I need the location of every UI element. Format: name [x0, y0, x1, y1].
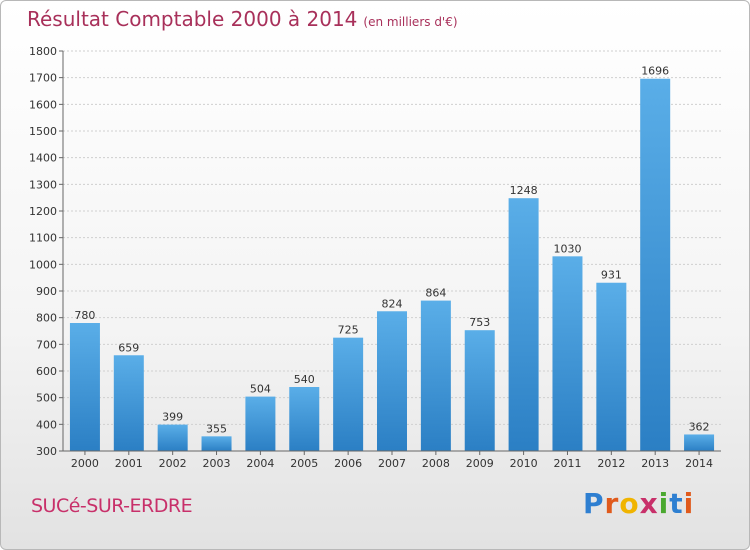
bar-value-label: 355 — [206, 422, 227, 435]
y-tick-label: 700 — [36, 338, 57, 351]
bar — [377, 311, 407, 451]
y-tick-label: 1400 — [29, 152, 57, 165]
logo-letter: i — [658, 487, 670, 520]
bar — [333, 337, 364, 451]
y-tick-label: 1300 — [29, 178, 57, 191]
bar — [289, 387, 320, 451]
bar — [157, 424, 188, 451]
y-tick-label: 500 — [36, 392, 57, 405]
bar-value-label: 824 — [382, 297, 403, 310]
x-tick-label: 2014 — [685, 457, 713, 470]
logo-letter: x — [639, 487, 659, 520]
bar-value-label: 780 — [74, 309, 95, 322]
x-tick-label: 2010 — [510, 457, 538, 470]
bar — [684, 434, 715, 451]
x-tick-label: 2012 — [597, 457, 625, 470]
logo-letter: i — [683, 487, 695, 520]
x-tick-label: 2002 — [159, 457, 187, 470]
bar — [464, 330, 495, 451]
x-tick-label: 2005 — [290, 457, 318, 470]
x-tick-label: 2013 — [641, 457, 669, 470]
y-tick-label: 1800 — [29, 45, 57, 58]
x-tick-label: 2003 — [203, 457, 231, 470]
x-tick-label: 2009 — [466, 457, 494, 470]
logo-letter: o — [619, 487, 640, 520]
y-tick-label: 1000 — [29, 258, 57, 271]
bar — [508, 198, 539, 451]
logo-letter: r — [604, 487, 620, 520]
x-tick-label: 2007 — [378, 457, 406, 470]
bar — [552, 256, 583, 451]
bar — [596, 282, 627, 451]
bar-value-label: 1248 — [510, 184, 538, 197]
x-tick-label: 2000 — [71, 457, 99, 470]
bar-value-label: 753 — [469, 316, 490, 329]
bar — [113, 355, 144, 451]
logo-letter: t — [669, 487, 684, 520]
chart-unit-label: (en milliers d'€) — [363, 15, 458, 29]
logo-letter: P — [583, 487, 605, 520]
bar-value-label: 399 — [162, 411, 183, 424]
x-tick-label: 2004 — [246, 457, 274, 470]
x-tick-label: 2011 — [553, 457, 581, 470]
y-tick-label: 1100 — [29, 232, 57, 245]
bar-value-label: 1696 — [641, 65, 669, 78]
bar-value-label: 1030 — [553, 242, 581, 255]
y-tick-label: 1600 — [29, 98, 57, 111]
y-tick-label: 300 — [36, 445, 57, 458]
bar — [640, 78, 671, 451]
bar — [245, 396, 276, 451]
y-tick-label: 600 — [36, 365, 57, 378]
x-tick-label: 2008 — [422, 457, 450, 470]
bar-value-label: 504 — [250, 383, 271, 396]
y-tick-label: 400 — [36, 418, 57, 431]
bar-value-label: 362 — [689, 420, 710, 433]
bar — [69, 323, 100, 451]
bar — [420, 300, 451, 451]
bar-value-label: 540 — [294, 373, 315, 386]
y-tick-label: 1500 — [29, 125, 57, 138]
x-tick-label: 2006 — [334, 457, 362, 470]
y-tick-label: 900 — [36, 285, 57, 298]
y-tick-label: 800 — [36, 312, 57, 325]
chart-title-text: Résultat Comptable 2000 à 2014 — [27, 7, 358, 31]
y-tick-label: 1200 — [29, 205, 57, 218]
y-tick-label: 1700 — [29, 72, 57, 85]
commune-name: SUCé-SUR-ERDRE — [31, 495, 193, 517]
proxiti-logo[interactable]: Proxiti — [583, 487, 694, 520]
chart-title: Résultat Comptable 2000 à 2014 (en millie… — [27, 7, 458, 31]
bar-value-label: 864 — [425, 287, 446, 300]
bar-value-label: 659 — [118, 341, 139, 354]
bar-value-label: 931 — [601, 269, 622, 282]
bar — [201, 436, 232, 451]
bar-value-label: 725 — [338, 324, 359, 337]
x-tick-label: 2001 — [115, 457, 143, 470]
